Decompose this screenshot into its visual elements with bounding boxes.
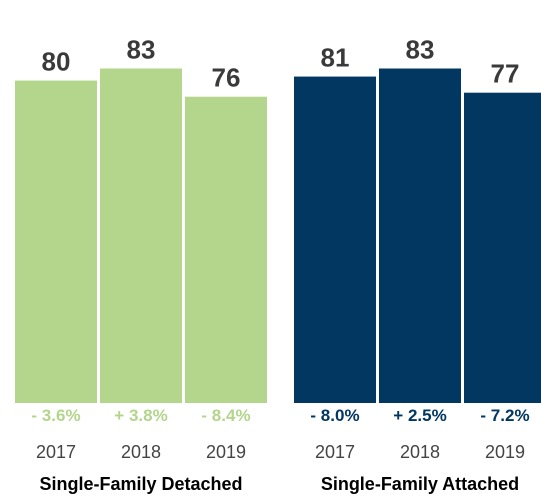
- x-tick-label: 2019: [485, 442, 525, 462]
- change-label: + 3.8%: [114, 406, 167, 425]
- group-label: Single-Family Detached: [39, 474, 242, 494]
- value-label: 80: [42, 47, 71, 77]
- change-label: - 8.4%: [201, 406, 250, 425]
- change-label: + 2.5%: [393, 406, 446, 425]
- change-label: - 7.2%: [480, 406, 529, 425]
- x-tick-label: 2017: [36, 442, 76, 462]
- value-label: 77: [491, 59, 520, 89]
- bar-2019-group-2: [464, 92, 541, 403]
- bar-2018-group-1: [100, 68, 182, 403]
- value-label: 83: [406, 35, 435, 65]
- group-label: Single-Family Attached: [321, 474, 519, 494]
- bar-2017-group-2: [294, 76, 376, 403]
- x-tick-label: 2018: [400, 442, 440, 462]
- change-label: - 3.6%: [31, 406, 80, 425]
- bar-2017-group-1: [15, 80, 97, 403]
- value-label: 81: [321, 43, 350, 73]
- x-tick-label: 2017: [315, 442, 355, 462]
- value-label: 76: [212, 63, 241, 93]
- x-tick-label: 2018: [121, 442, 161, 462]
- bar-2019-group-1: [185, 96, 267, 403]
- x-tick-label: 2019: [206, 442, 246, 462]
- bar-2018-group-2: [379, 68, 461, 403]
- value-label: 83: [127, 35, 156, 65]
- change-label: - 8.0%: [310, 406, 359, 425]
